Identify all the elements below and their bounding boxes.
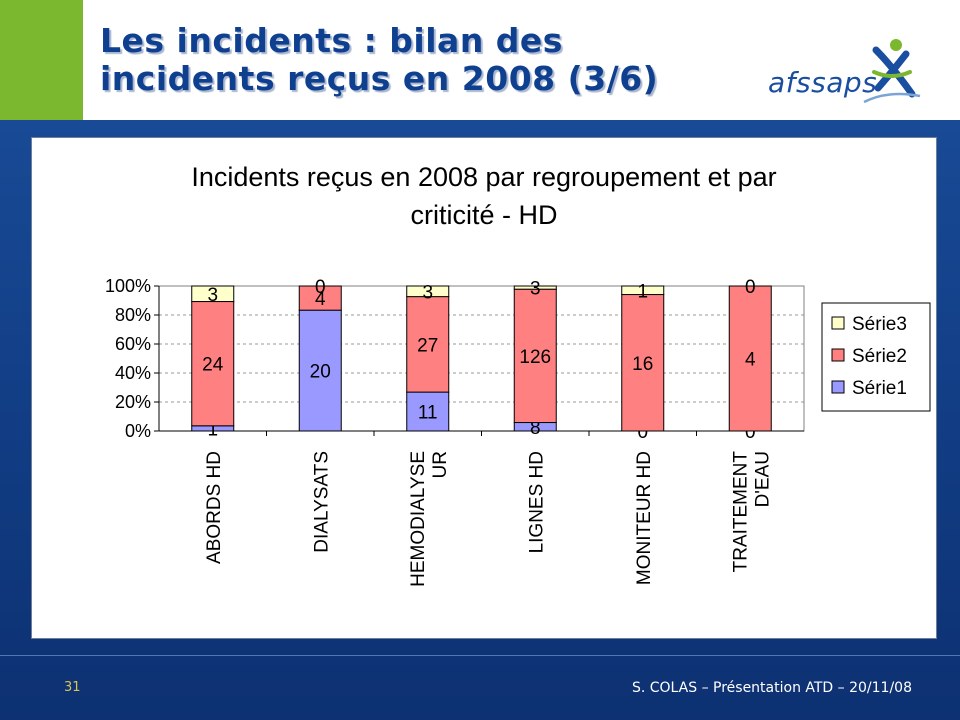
- data-label: 126: [519, 347, 551, 368]
- title-line-1: Les incidents : bilan des: [100, 21, 563, 60]
- data-label: 11: [418, 403, 438, 424]
- data-label: 4: [745, 350, 756, 371]
- legend-swatch: [831, 316, 845, 330]
- data-label: 27: [417, 335, 438, 356]
- accent-bar: [0, 0, 83, 120]
- bar-segment-srie3: [513, 285, 557, 290]
- page-number: 31: [64, 680, 81, 695]
- category-label-line: UR: [430, 451, 451, 478]
- legend-entry: Série1: [852, 378, 907, 399]
- data-label: 24: [202, 355, 224, 376]
- legend-swatch: [831, 348, 845, 362]
- data-label: 3: [422, 282, 433, 303]
- legend: Série3 Série2 Série1: [821, 302, 931, 412]
- category-label: TRAITEMENT D'EAU: [730, 451, 773, 573]
- y-tick-label: 20%: [115, 392, 151, 412]
- chart-panel: Incidents reçus en 2008 par regroupement…: [31, 137, 937, 639]
- data-label: 16: [632, 354, 653, 375]
- category-label-line: DIALYSATS: [311, 451, 332, 553]
- category-label: LIGNES HD: [526, 451, 547, 553]
- category-label: DIALYSATS: [311, 451, 332, 553]
- data-label: 0: [315, 277, 326, 298]
- category-label-line: LIGNES HD: [526, 451, 547, 553]
- logo-figure-icon: [863, 39, 921, 104]
- logo-text: afssaps: [768, 66, 878, 99]
- afssaps-logo: afssaps: [762, 36, 952, 108]
- legend-swatch: [831, 380, 845, 394]
- bar-segment-srie3: [621, 285, 665, 296]
- data-label: 0: [745, 277, 756, 298]
- slide-title: Les incidents : bilan des incidents reçu…: [100, 22, 760, 98]
- plot-background: [159, 286, 804, 431]
- bar-segment-srie3: [191, 285, 235, 303]
- stacked-bar-chart: Incidents reçus en 2008 par regroupement…: [105, 162, 931, 587]
- category-label-line: D'EAU: [752, 451, 773, 507]
- category-label: HEMODIALYSE UR: [408, 451, 451, 587]
- category-label: ABORDS HD: [204, 451, 225, 564]
- title-line-2: incidents reçus en 2008 (3/6): [100, 59, 659, 98]
- bar-segment-srie1: [406, 391, 450, 432]
- legend-entry: Série3: [852, 314, 907, 335]
- bar-segment-srie2: [621, 294, 665, 432]
- bar-segment-srie2: [728, 285, 772, 432]
- bar-segment-srie3: [406, 285, 450, 298]
- data-label: 3: [207, 285, 218, 306]
- y-tick-label: 80%: [115, 305, 151, 325]
- footer-divider: [0, 655, 960, 656]
- y-tick-label: 100%: [105, 276, 151, 296]
- slide-header: Les incidents : bilan des incidents reçu…: [0, 0, 960, 120]
- data-label: 1: [207, 419, 218, 440]
- chart-title-line-1: Incidents reçus en 2008 par regroupement…: [191, 162, 776, 192]
- chart-title-line-2: criticité - HD: [411, 200, 558, 230]
- data-label: 1: [637, 281, 648, 302]
- footer-text: S. COLAS – Présentation ATD – 20/11/08: [631, 680, 912, 696]
- category-label-line: HEMODIALYSE: [408, 451, 429, 587]
- category-label-line: ABORDS HD: [204, 451, 225, 564]
- bar-segment-srie2: [406, 296, 450, 393]
- data-label: 0: [637, 422, 648, 443]
- data-label: 20: [310, 362, 331, 383]
- bar-segment-srie2: [191, 301, 235, 427]
- legend-entry: Série2: [852, 346, 907, 367]
- y-tick-label: 60%: [115, 334, 151, 354]
- category-label-line: TRAITEMENT: [730, 451, 751, 573]
- data-label: 0: [745, 422, 756, 443]
- y-tick-label: 40%: [115, 363, 151, 383]
- category-label-line: MONITEUR HD: [634, 451, 655, 585]
- data-label: 4: [315, 289, 326, 310]
- bar-segment-srie2: [298, 285, 342, 311]
- data-label: 8: [530, 418, 541, 439]
- category-label: MONITEUR HD: [634, 451, 655, 585]
- data-label: 3: [530, 279, 541, 300]
- y-tick-label: 0%: [125, 421, 151, 441]
